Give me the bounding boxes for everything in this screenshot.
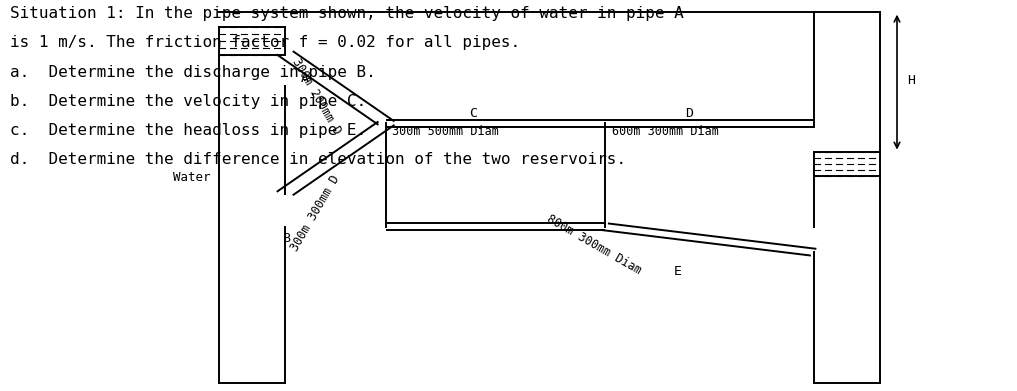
Text: c.  Determine the headloss in pipe E.: c. Determine the headloss in pipe E. <box>10 123 366 138</box>
Text: b.  Determine the velocity in pipe C.: b. Determine the velocity in pipe C. <box>10 94 366 109</box>
Text: Water: Water <box>173 171 211 185</box>
Text: d.  Determine the difference in elevation of the two reservoirs.: d. Determine the difference in elevation… <box>10 152 626 167</box>
Text: Situation 1: In the pipe system shown, the velocity of water in pipe A: Situation 1: In the pipe system shown, t… <box>10 6 683 21</box>
Text: E: E <box>673 265 681 278</box>
Text: 300m 500mm Diam: 300m 500mm Diam <box>392 125 498 138</box>
Text: a.  Determine the discharge in pipe B.: a. Determine the discharge in pipe B. <box>10 65 376 79</box>
Text: 800m 300mm Diam: 800m 300mm Diam <box>544 212 643 277</box>
Text: is 1 m/s. The friction factor f = 0.02 for all pipes.: is 1 m/s. The friction factor f = 0.02 f… <box>10 35 521 50</box>
Text: 300m 200mm D: 300m 200mm D <box>290 56 344 136</box>
Text: B: B <box>283 232 291 245</box>
Text: H: H <box>907 74 915 87</box>
Text: 300m 300mm D: 300m 300mm D <box>289 173 343 253</box>
Text: C: C <box>469 107 477 120</box>
Text: D: D <box>685 107 694 120</box>
Text: A: A <box>301 72 309 85</box>
Text: 600m 300mm Diam: 600m 300mm Diam <box>612 125 719 138</box>
